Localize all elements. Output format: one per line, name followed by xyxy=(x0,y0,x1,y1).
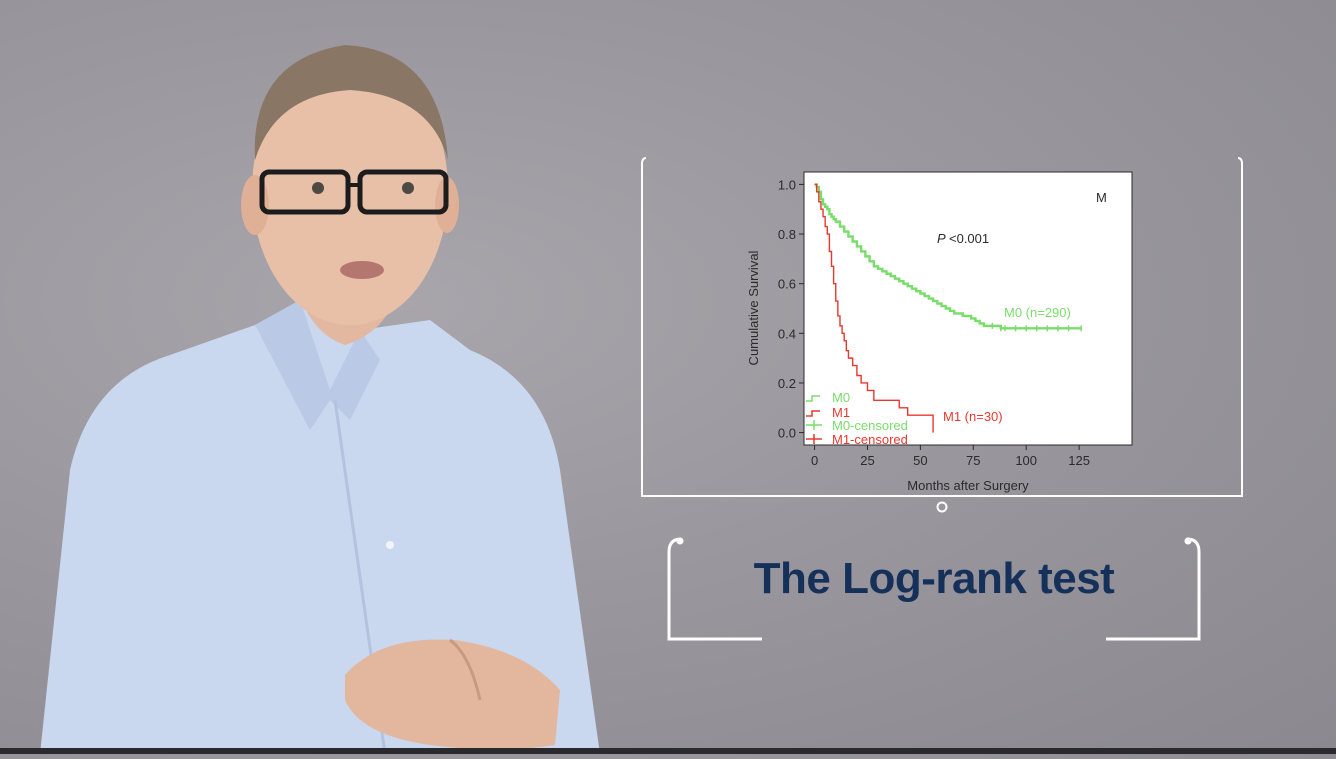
legend-swatch-m0 xyxy=(806,395,820,402)
y-axis-label: Cumulative Survival xyxy=(746,250,761,365)
y-tick-label: 0.8 xyxy=(778,227,796,242)
legend-item-m0-censored: M0-censored xyxy=(832,418,908,433)
x-axis-label: Months after Surgery xyxy=(907,478,1029,493)
y-tick-label: 0.6 xyxy=(778,277,796,292)
x-tick-label: 75 xyxy=(966,453,980,468)
chart-frame-bracket xyxy=(641,157,1243,497)
legend-swatch-m1 xyxy=(806,410,820,417)
series-label-m0: M0 (n=290) xyxy=(1004,305,1071,320)
y-tick-label: 0.2 xyxy=(778,376,796,391)
panel-label: M xyxy=(1096,190,1107,205)
x-tick-label: 125 xyxy=(1068,453,1090,468)
x-tick-label: 0 xyxy=(811,453,818,468)
plot-area xyxy=(803,171,1133,446)
slide-title: The Log-rank test xyxy=(753,554,1115,603)
title-frame-bracket xyxy=(667,537,1201,641)
x-tick-label: 25 xyxy=(860,453,874,468)
legend-swatch-m1-censored xyxy=(806,434,822,444)
km-survival-chart: 0 25 50 75 100 125 0.0 0.2 0.4 0.6 0.8 1.0 M P <0.0… xyxy=(746,171,1133,493)
presenter-figure xyxy=(0,0,640,755)
chart-panel: 0 25 50 75 100 125 0.0 0.2 0.4 0.6 0.8 1.0 M P <0.0… xyxy=(640,156,1244,513)
p-value: <0.001 xyxy=(949,231,989,246)
y-tick-label: 1.0 xyxy=(778,177,796,192)
y-tick-label: 0.4 xyxy=(778,326,796,341)
title-panel: The Log-rank test xyxy=(667,536,1201,642)
connector-knob xyxy=(936,501,948,513)
legend-swatch-m0-censored xyxy=(806,420,822,430)
bottom-bar xyxy=(0,748,1336,754)
series-line-m0 xyxy=(814,183,1082,330)
x-tick-label: 50 xyxy=(913,453,927,468)
chart-legend: M0 M1 M0-censored M1-censored xyxy=(806,390,908,447)
legend-item-m1-censored: M1-censored xyxy=(832,432,908,447)
x-tick-label: 100 xyxy=(1015,453,1037,468)
legend-item-m1: M1 xyxy=(832,405,850,420)
y-tick-label: 0.0 xyxy=(778,426,796,441)
p-value-prefix: P xyxy=(937,231,946,246)
legend-item-m0: M0 xyxy=(832,390,850,405)
series-line-m1 xyxy=(814,183,934,433)
series-label-m1: M1 (n=30) xyxy=(943,409,1003,424)
